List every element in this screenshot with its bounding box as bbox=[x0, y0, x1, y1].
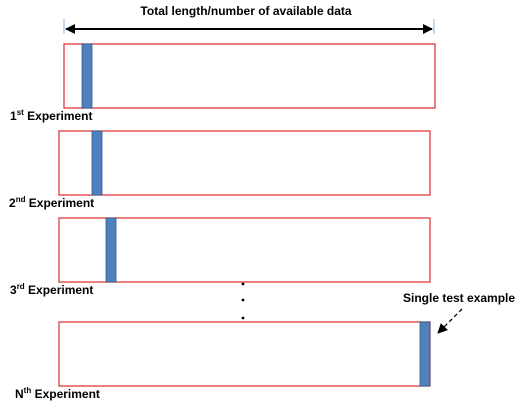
single-test-example-label: Single test example bbox=[403, 291, 515, 305]
experiment-2-data-box bbox=[58, 130, 431, 196]
vertical-ellipsis bbox=[241, 282, 245, 320]
experiment-2-label: 2nd Experiment bbox=[9, 195, 94, 210]
experiment-2-test-slice bbox=[91, 130, 103, 196]
experiment-n-data-box bbox=[58, 321, 431, 387]
experiment-n-label: Nth Experiment bbox=[15, 386, 100, 401]
experiment-1-data-box bbox=[63, 43, 436, 109]
single-test-example-arrow bbox=[437, 308, 463, 334]
experiment-1-test-slice bbox=[81, 43, 93, 109]
experiment-3-label: 3rd Experiment bbox=[10, 282, 93, 297]
total-length-label: Total length/number of available data bbox=[140, 4, 351, 18]
experiment-3-test-slice bbox=[105, 217, 117, 283]
experiment-1-label: 1st Experiment bbox=[10, 108, 93, 123]
experiment-3-data-box bbox=[58, 217, 431, 283]
experiment-n-test-slice bbox=[419, 321, 431, 387]
